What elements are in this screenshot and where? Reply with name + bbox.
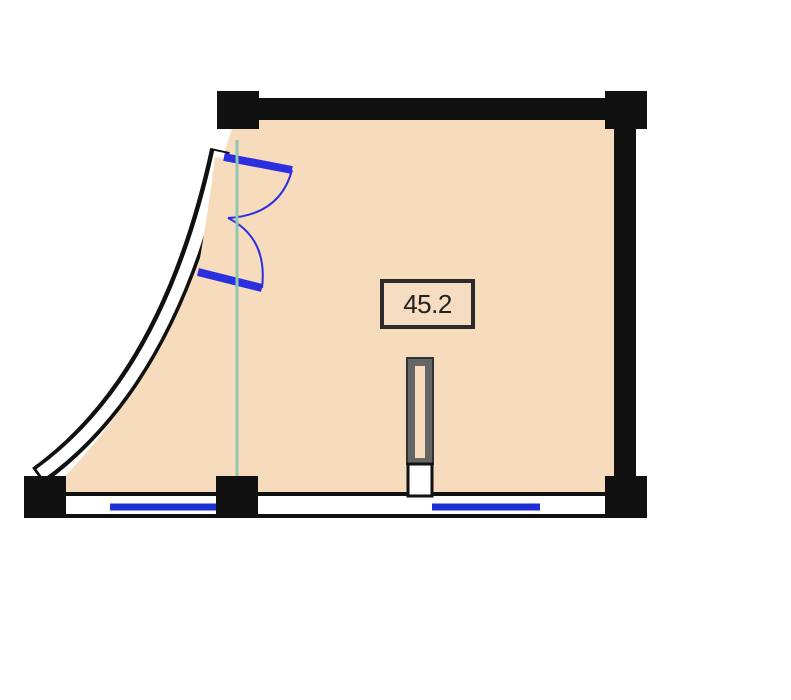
door-leaf-bottom bbox=[197, 268, 263, 292]
pillar-top-right bbox=[605, 91, 647, 129]
area-label-value: 45.2 bbox=[403, 288, 452, 319]
room-floor bbox=[40, 110, 628, 500]
door-leaf-top bbox=[223, 153, 293, 174]
duct-column-slot bbox=[415, 366, 425, 458]
pillar-top-left bbox=[217, 91, 259, 129]
pillar-bottom-right bbox=[605, 476, 647, 518]
duct-base bbox=[406, 462, 434, 498]
wall-top bbox=[238, 98, 630, 120]
wall-right bbox=[614, 100, 636, 500]
door-opening bbox=[198, 157, 229, 272]
pillar-bottom-left bbox=[24, 476, 66, 518]
pillar-bottom-middle bbox=[216, 476, 258, 518]
wall-curved-left-inner bbox=[36, 150, 226, 479]
area-label: 45.2 bbox=[380, 279, 475, 329]
